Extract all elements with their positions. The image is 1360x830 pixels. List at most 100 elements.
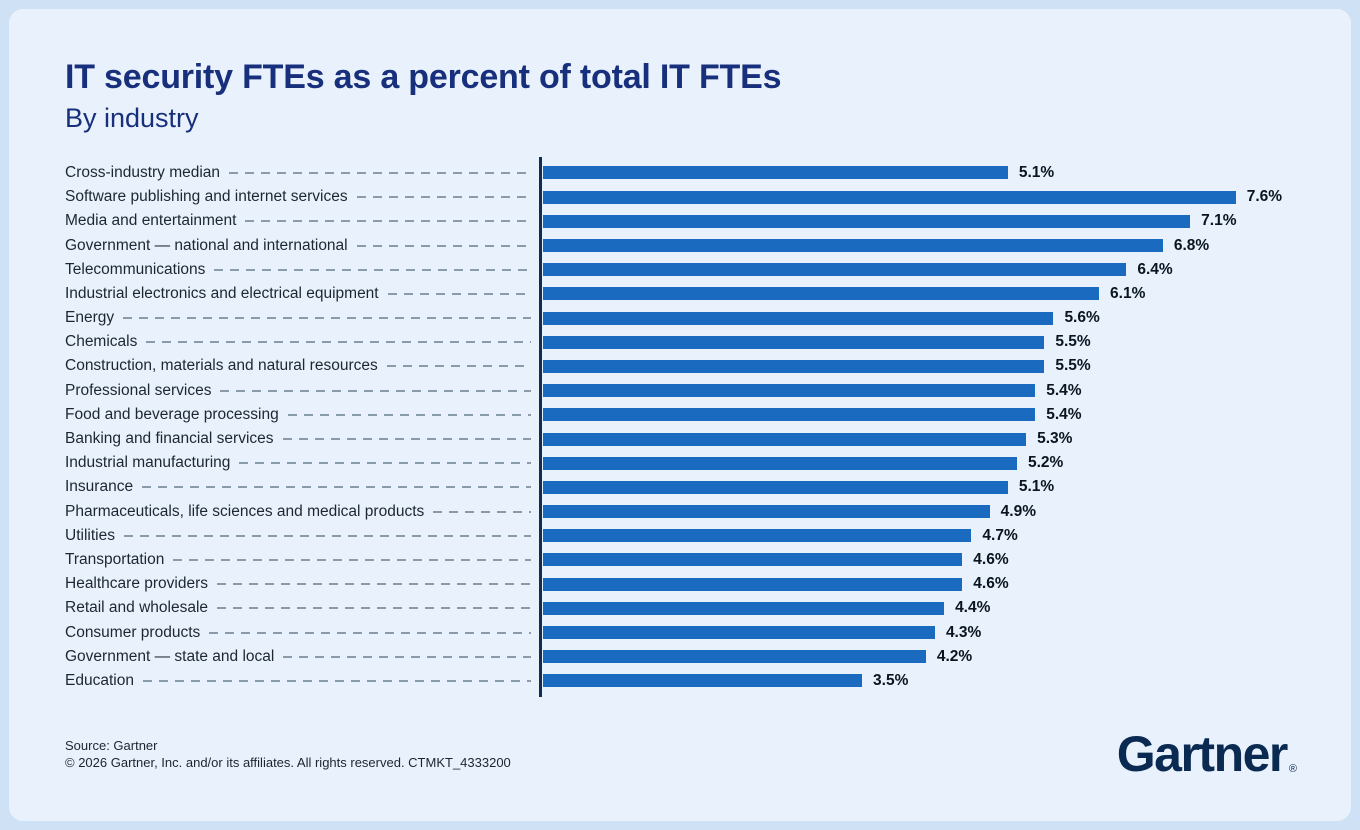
value-label: 5.5% (1055, 357, 1091, 375)
category-label: Chemicals (65, 333, 138, 351)
row-bar-side: 5.5% (540, 333, 1295, 351)
row-bar-side: 3.5% (540, 672, 1295, 690)
chart-row: Construction, materials and natural reso… (65, 354, 1295, 378)
category-label: Construction, materials and natural reso… (65, 357, 378, 375)
leader-line (123, 317, 531, 320)
row-label-side: Telecommunications (65, 261, 540, 279)
row-bar-side: 5.1% (540, 478, 1295, 496)
row-bar-side: 4.7% (540, 527, 1295, 545)
category-label: Education (65, 671, 134, 689)
leader-line (387, 292, 531, 295)
row-bar-side: 5.1% (540, 164, 1295, 182)
chart-footer: Source: Gartner © 2026 Gartner, Inc. and… (65, 726, 1297, 782)
leader-line (356, 244, 531, 247)
category-label: Professional services (65, 381, 212, 399)
value-label: 6.1% (1110, 284, 1146, 302)
leader-line (245, 220, 531, 223)
leader-line (217, 583, 531, 586)
row-bar-side: 4.9% (540, 503, 1295, 521)
bar (543, 480, 1008, 494)
row-label-side: Education (65, 672, 540, 690)
category-label: Transportation (65, 550, 165, 568)
row-label-side: Government — national and international (65, 237, 540, 255)
category-label: Government — state and local (65, 647, 275, 665)
leader-line (356, 196, 531, 199)
chart-row: Transportation 4.6% (65, 548, 1295, 572)
chart-title: IT security FTEs as a percent of total I… (65, 58, 782, 96)
chart-row: Education 3.5% (65, 669, 1295, 693)
bar (543, 359, 1045, 373)
category-label: Banking and financial services (65, 430, 274, 448)
value-label: 4.9% (1000, 502, 1036, 520)
chart-row: Government — national and international … (65, 233, 1295, 257)
gartner-wordmark: Gartner (1116, 726, 1289, 782)
bar (543, 553, 963, 567)
leader-line (282, 438, 531, 441)
category-label: Energy (65, 309, 115, 327)
bar (543, 626, 935, 640)
leader-line (209, 631, 531, 634)
leader-line (123, 534, 531, 537)
bar (543, 190, 1236, 204)
value-label: 4.6% (973, 550, 1009, 568)
category-label: Insurance (65, 478, 134, 496)
category-label: Government — national and international (65, 236, 348, 254)
row-label-side: Media and entertainment (65, 212, 540, 230)
row-bar-side: 5.4% (540, 406, 1295, 424)
category-label: Retail and wholesale (65, 599, 209, 617)
row-bar-side: 7.6% (540, 188, 1295, 206)
row-label-side: Chemicals (65, 333, 540, 351)
value-label: 7.1% (1201, 212, 1237, 230)
value-label: 6.8% (1173, 236, 1210, 254)
row-label-side: Consumer products (65, 624, 540, 642)
row-bar-side: 5.2% (540, 454, 1295, 472)
category-label: Healthcare providers (65, 575, 209, 593)
chart-row: Insurance 5.1% (65, 475, 1295, 499)
row-label-side: Energy (65, 309, 540, 327)
row-label-side: Insurance (65, 478, 540, 496)
chart-row: Energy 5.6% (65, 306, 1295, 330)
bar (543, 214, 1191, 228)
value-label: 5.2% (1027, 454, 1064, 472)
leader-line (386, 365, 531, 368)
leader-line (142, 679, 531, 682)
bar (543, 505, 990, 519)
row-label-side: Government — state and local (65, 648, 540, 666)
source-note: Source: Gartner (65, 738, 158, 753)
chart-row: Utilities 4.7% (65, 524, 1295, 548)
category-label: Industrial electronics and electrical eq… (65, 284, 379, 302)
chart-row: Banking and financial services 5.3% (65, 427, 1295, 451)
bar (543, 674, 863, 688)
chart-row: Media and entertainment 7.1% (65, 209, 1295, 233)
copyright-note: © 2026 Gartner, Inc. and/or its affiliat… (65, 755, 511, 770)
row-bar-side: 4.4% (540, 599, 1295, 617)
leader-line (283, 655, 531, 658)
value-label: 5.3% (1037, 430, 1073, 448)
row-bar-side: 6.4% (540, 261, 1295, 279)
chart-row: Government — state and local 4.2% (65, 645, 1295, 669)
category-label: Telecommunications (65, 260, 206, 278)
row-bar-side: 7.1% (540, 212, 1295, 230)
bar (543, 263, 1127, 277)
row-label-side: Software publishing and internet service… (65, 188, 540, 206)
row-label-side: Cross-industry median (65, 164, 540, 182)
bar-chart: Cross-industry median 5.1% Software publ… (65, 156, 1295, 697)
bar (543, 650, 926, 664)
row-label-side: Construction, materials and natural reso… (65, 357, 540, 375)
category-label: Food and beverage processing (65, 405, 279, 423)
axis-line (539, 156, 542, 697)
value-label: 5.4% (1046, 381, 1082, 399)
chart-row: Chemicals 5.5% (65, 330, 1295, 354)
registered-trademark-symbol: ® (1288, 763, 1297, 775)
leader-line (287, 413, 531, 416)
leader-line (142, 486, 531, 489)
row-label-side: Retail and wholesale (65, 599, 540, 617)
chart-row: Industrial electronics and electrical eq… (65, 282, 1295, 306)
bar (543, 166, 1008, 180)
category-label: Utilities (65, 526, 115, 544)
row-bar-side: 6.8% (540, 237, 1295, 255)
row-label-side: Transportation (65, 551, 540, 569)
leader-line (433, 510, 531, 513)
leader-line (220, 389, 531, 392)
value-label: 5.1% (1018, 478, 1055, 496)
